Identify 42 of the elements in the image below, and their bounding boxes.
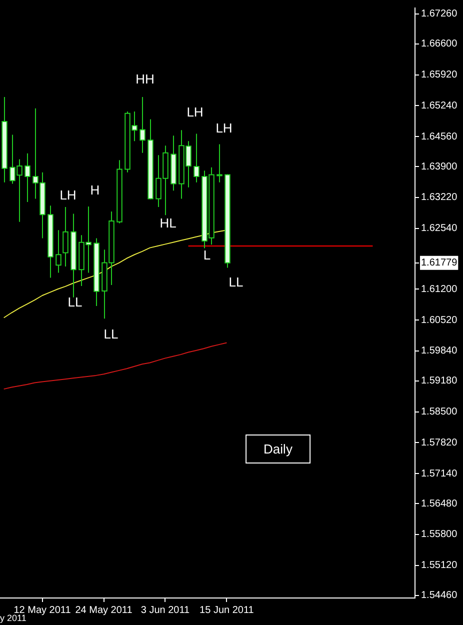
candlestick <box>56 230 62 274</box>
y-tick-label: 1.58500 <box>421 406 458 418</box>
x-tick-label: 15 Jun 2011 <box>200 604 254 616</box>
annotation: LH <box>186 104 204 120</box>
annotation: HH <box>136 72 154 86</box>
annotation: LL <box>68 294 82 310</box>
y-tick-label: 1.67260 <box>421 8 458 20</box>
annotation: LL <box>104 326 118 342</box>
y-tick-label: 1.56480 <box>421 498 458 510</box>
y-tick-label: 1.63220 <box>421 192 458 204</box>
y-tick-label: 1.60520 <box>421 314 458 326</box>
candlestick <box>194 133 200 183</box>
y-tick-label: 1.57820 <box>421 437 458 448</box>
annotation: L <box>203 248 211 262</box>
candlestick <box>216 144 222 183</box>
x-tick-label: 24 May 2011 <box>75 604 133 616</box>
annotation: H <box>90 182 100 198</box>
y-tick-label: 1.65920 <box>421 70 458 81</box>
y-tick-label: 1.62540 <box>421 223 458 234</box>
candlestick <box>140 96 146 154</box>
y-tick-label: 1.61200 <box>421 284 458 295</box>
x-tick-label: 3 Jun 2011 <box>140 604 190 616</box>
candlestick <box>62 206 68 267</box>
y-tick-label: 1.64560 <box>421 131 458 142</box>
y-tick-label: 1.59180 <box>421 376 458 387</box>
y-tick-label: 1.59840 <box>421 346 458 357</box>
text: y 2011 <box>0 613 26 623</box>
annotation: HL <box>160 216 176 230</box>
x-tick-label: 12 May 2011 <box>14 604 72 616</box>
y-tick-label: 1.57140 <box>421 468 458 480</box>
y-tick-label: 1.65240 <box>421 100 458 112</box>
candlestick <box>24 152 30 202</box>
y-tick-label: 1.61779 <box>421 258 458 269</box>
y-tick-label: 1.63900 <box>421 161 458 172</box>
annotation: LL <box>228 274 244 290</box>
y-tick-label: 1.54460 <box>421 590 458 602</box>
y-tick-label: 1.66600 <box>421 38 458 50</box>
y-tick-label: 1.55120 <box>421 560 458 572</box>
annotation: Daily <box>246 434 310 464</box>
annotation: LH <box>60 188 76 202</box>
y-tick-label: 1.55800 <box>421 529 458 540</box>
annotation: LH <box>216 120 232 136</box>
